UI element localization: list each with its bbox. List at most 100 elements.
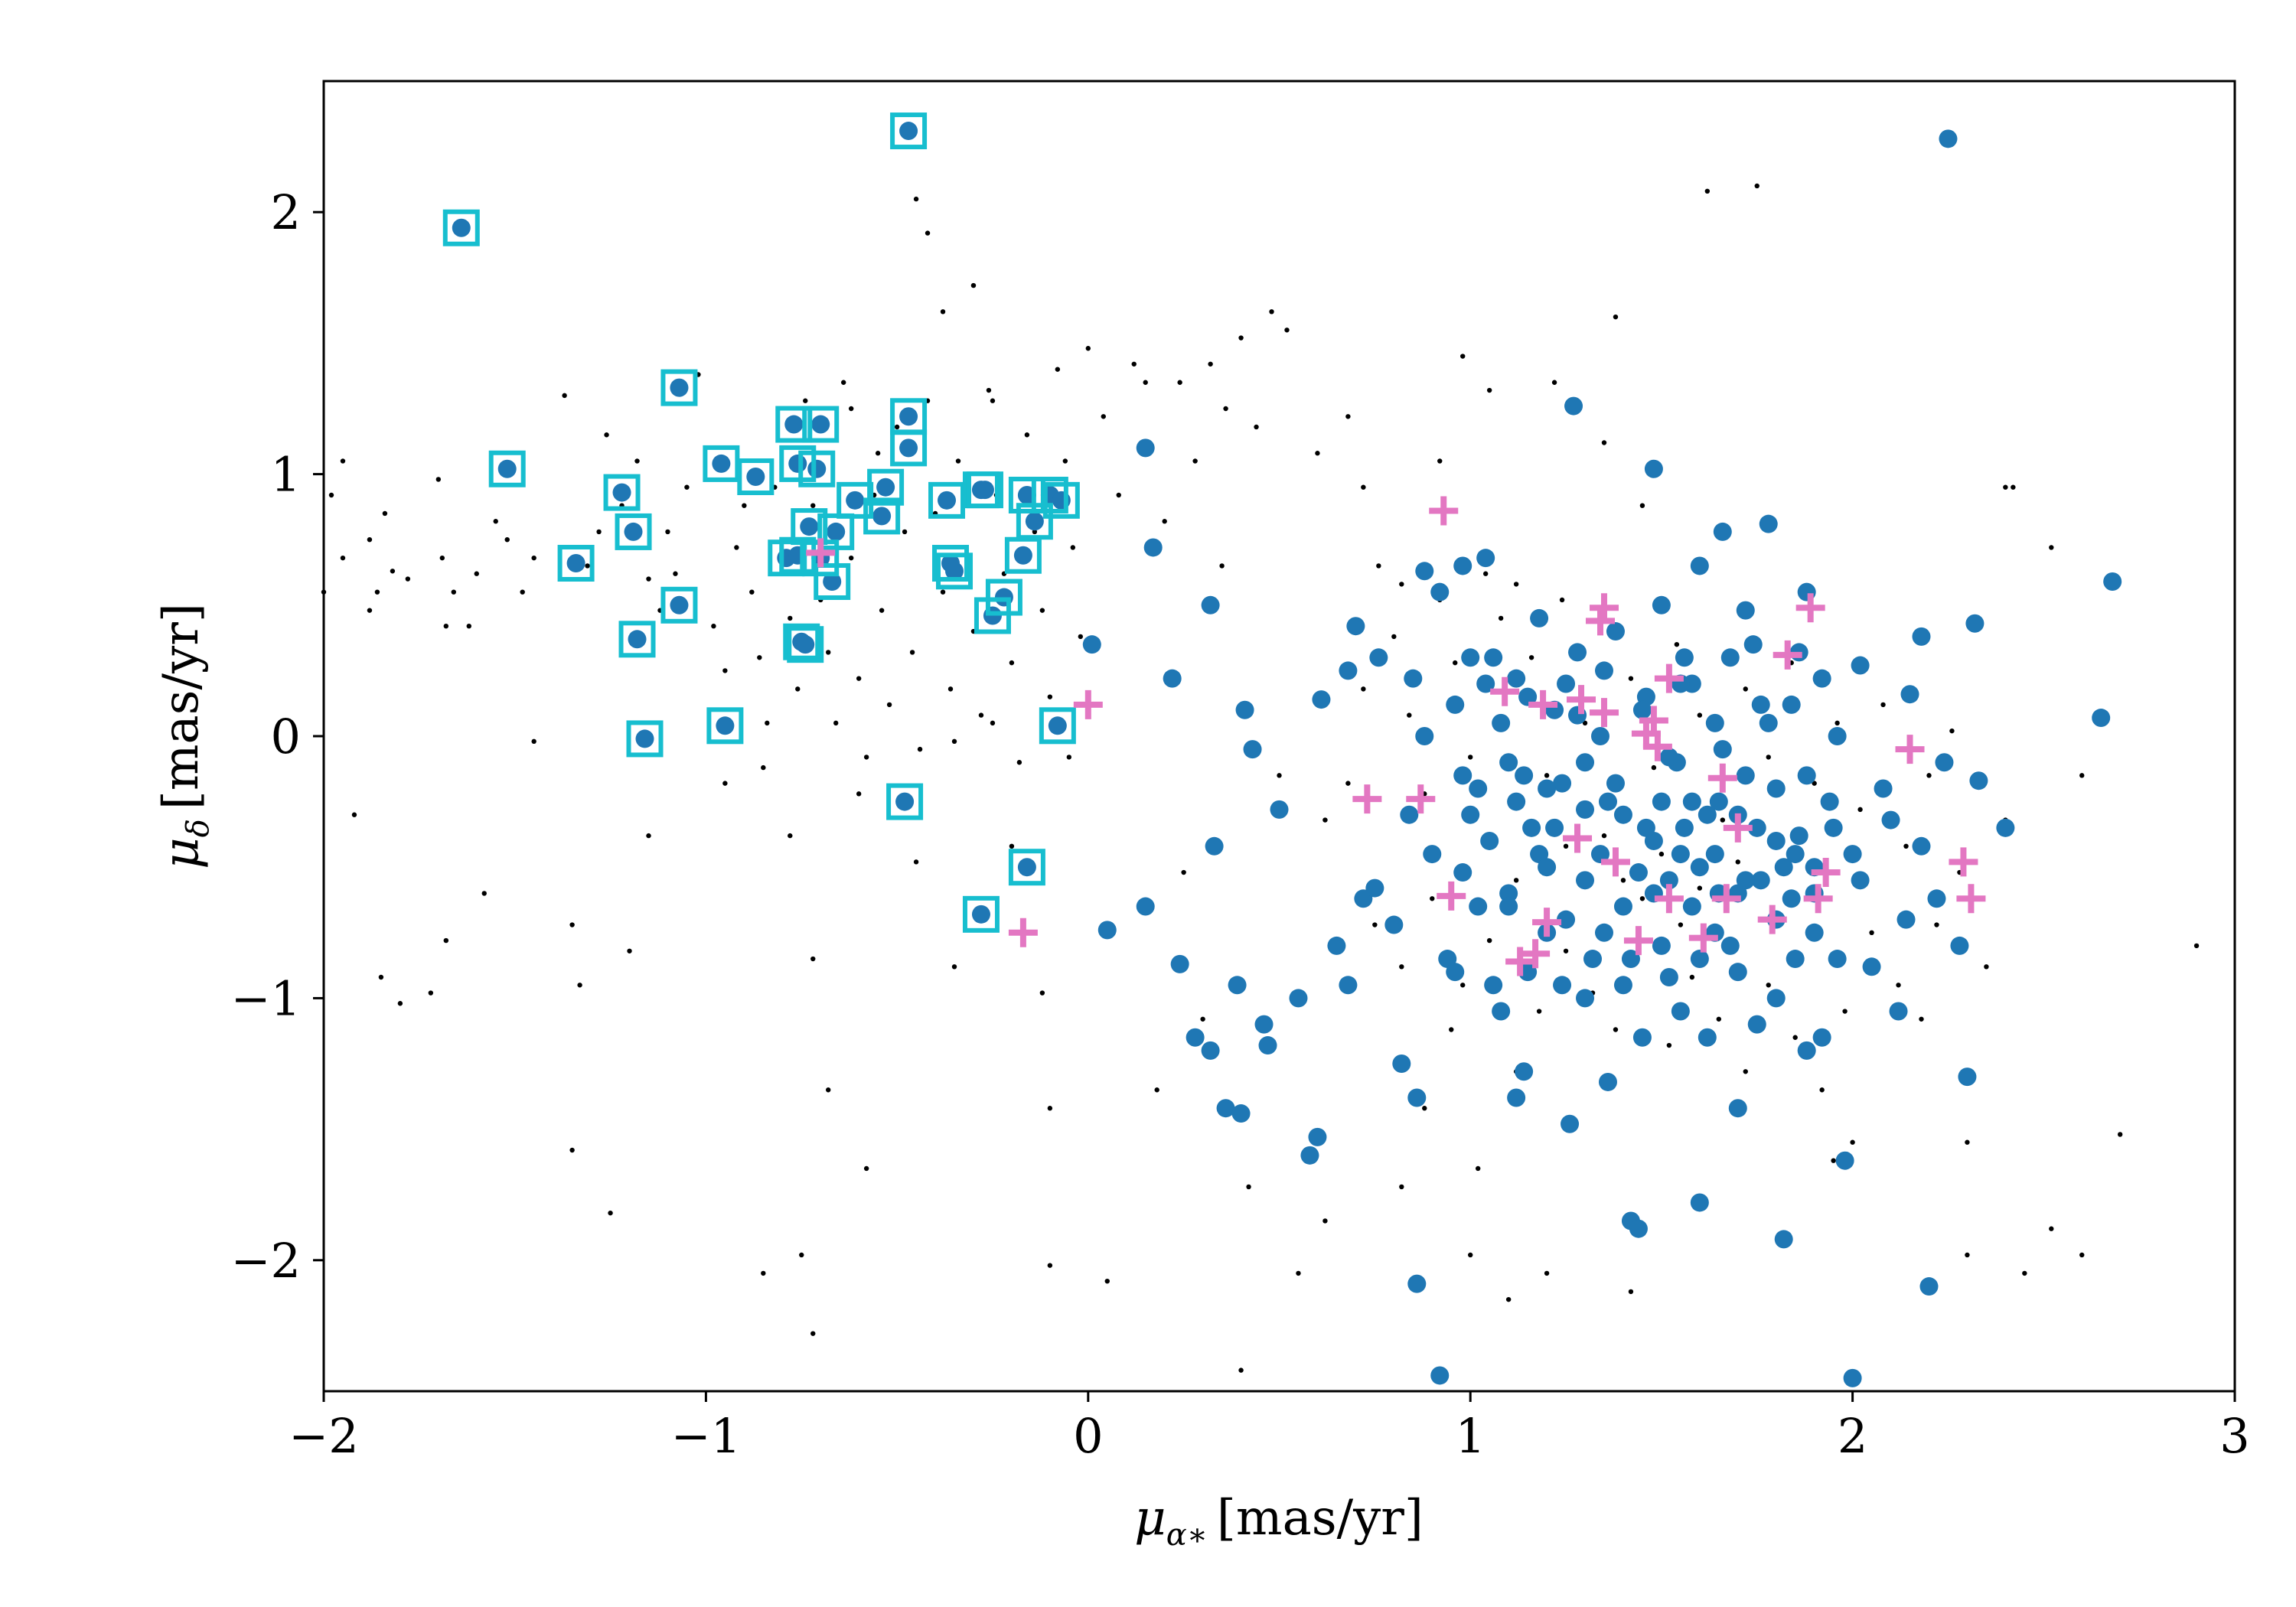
member-point bbox=[807, 459, 827, 478]
member-point bbox=[1843, 845, 1862, 864]
member-point bbox=[1675, 648, 1694, 667]
x-tick-label: −2 bbox=[289, 1408, 358, 1464]
member-box-marker bbox=[802, 406, 840, 443]
field-star-point bbox=[1601, 833, 1607, 839]
field-star-point bbox=[810, 956, 816, 962]
member-point bbox=[971, 905, 990, 924]
field-star-point bbox=[577, 983, 582, 988]
member-point bbox=[1407, 1088, 1427, 1107]
plus-marker bbox=[1688, 923, 1718, 953]
plus-marker bbox=[1600, 847, 1630, 877]
member-box-marker bbox=[985, 579, 1022, 616]
field-star-point bbox=[886, 702, 892, 708]
field-star-point bbox=[990, 720, 996, 726]
x-tick-label: 0 bbox=[1073, 1408, 1103, 1464]
field-star-point bbox=[1460, 354, 1466, 359]
plus-marker bbox=[1563, 823, 1593, 853]
field-star-point bbox=[951, 738, 957, 745]
field-star-point bbox=[1284, 328, 1290, 333]
member-point bbox=[1576, 871, 1595, 890]
member-box-marker bbox=[1039, 707, 1076, 745]
plus-marker bbox=[1406, 784, 1436, 814]
member-box-marker bbox=[706, 707, 744, 745]
field-star-point bbox=[585, 563, 590, 569]
plus-marker bbox=[1429, 496, 1459, 526]
plus-marker bbox=[1895, 735, 1925, 764]
field-star-point bbox=[562, 393, 567, 399]
plus-marker bbox=[1521, 939, 1551, 969]
member-point bbox=[1728, 963, 1747, 982]
member-point bbox=[872, 507, 892, 526]
member-point bbox=[1690, 1193, 1709, 1212]
field-star-point bbox=[856, 676, 862, 681]
field-star-point bbox=[840, 380, 846, 385]
member-point bbox=[1515, 766, 1534, 785]
field-star-point bbox=[1842, 1009, 1848, 1014]
plus-marker bbox=[806, 538, 836, 568]
member-point bbox=[1300, 1146, 1319, 1165]
member-point bbox=[712, 454, 731, 473]
field-star-point bbox=[1559, 597, 1565, 603]
field-star-point bbox=[1639, 503, 1645, 508]
member-point bbox=[846, 491, 865, 510]
field-star-point bbox=[1819, 1087, 1825, 1093]
member-box-marker bbox=[863, 497, 901, 535]
field-star-point bbox=[826, 650, 831, 655]
member-point bbox=[1736, 766, 1755, 785]
member-point bbox=[1515, 1062, 1534, 1081]
member-point bbox=[1613, 897, 1632, 916]
member-box-marker bbox=[737, 458, 775, 496]
field-star-point bbox=[569, 922, 575, 927]
field-star-point bbox=[1498, 615, 1504, 621]
field-star-point bbox=[1345, 781, 1351, 786]
y-tick-label: −2 bbox=[231, 1233, 301, 1289]
field-star-point bbox=[848, 406, 854, 412]
member-point bbox=[1912, 627, 1931, 646]
field-star-point bbox=[1513, 878, 1519, 883]
field-star-point bbox=[1399, 582, 1404, 587]
field-star-point bbox=[1505, 1296, 1512, 1302]
field-star-point bbox=[1468, 755, 1473, 760]
member-point bbox=[1896, 910, 1916, 929]
member-point bbox=[1824, 818, 1843, 837]
field-star-point bbox=[1422, 1106, 1427, 1111]
member-point bbox=[1969, 771, 1988, 790]
field-star-point bbox=[1563, 843, 1569, 849]
field-star-point bbox=[1468, 1252, 1473, 1258]
x-tick-label: −1 bbox=[671, 1408, 741, 1464]
field-star-point bbox=[474, 571, 479, 576]
field-star-point bbox=[722, 781, 728, 786]
member-box-marker bbox=[962, 895, 1000, 933]
member-point bbox=[876, 478, 895, 497]
field-star-point bbox=[2049, 545, 2054, 550]
member-point bbox=[1216, 1099, 1235, 1118]
member-point bbox=[1705, 713, 1724, 732]
y-axis-label: μδ [mas/yr] bbox=[153, 603, 216, 869]
member-point bbox=[1476, 549, 1495, 568]
member-point bbox=[1430, 582, 1450, 601]
member-point bbox=[1017, 858, 1036, 877]
plus-marker bbox=[1654, 884, 1684, 914]
field-star-point bbox=[340, 458, 346, 464]
member-box-marker bbox=[814, 562, 851, 600]
member-point bbox=[1919, 1277, 1939, 1296]
member-point bbox=[1774, 1230, 1793, 1249]
member-point bbox=[1308, 1127, 1327, 1146]
member-point bbox=[1228, 976, 1247, 995]
member-box-marker bbox=[783, 623, 820, 660]
member-point bbox=[1205, 836, 1224, 856]
field-star-point bbox=[1613, 314, 1619, 320]
field-star-point bbox=[1704, 188, 1711, 194]
member-point bbox=[1583, 950, 1603, 969]
field-star-point bbox=[2117, 1132, 2123, 1137]
member-point bbox=[1652, 792, 1671, 811]
field-star-point bbox=[1613, 1027, 1619, 1032]
member-box-marker bbox=[798, 450, 836, 487]
member-point bbox=[1243, 740, 1262, 759]
field-star-point bbox=[978, 712, 984, 718]
field-star-point bbox=[1528, 655, 1534, 660]
field-star-point bbox=[1628, 676, 1634, 681]
member-point bbox=[1659, 748, 1678, 767]
field-star-point bbox=[321, 589, 327, 595]
field-star-point bbox=[1766, 983, 1771, 988]
